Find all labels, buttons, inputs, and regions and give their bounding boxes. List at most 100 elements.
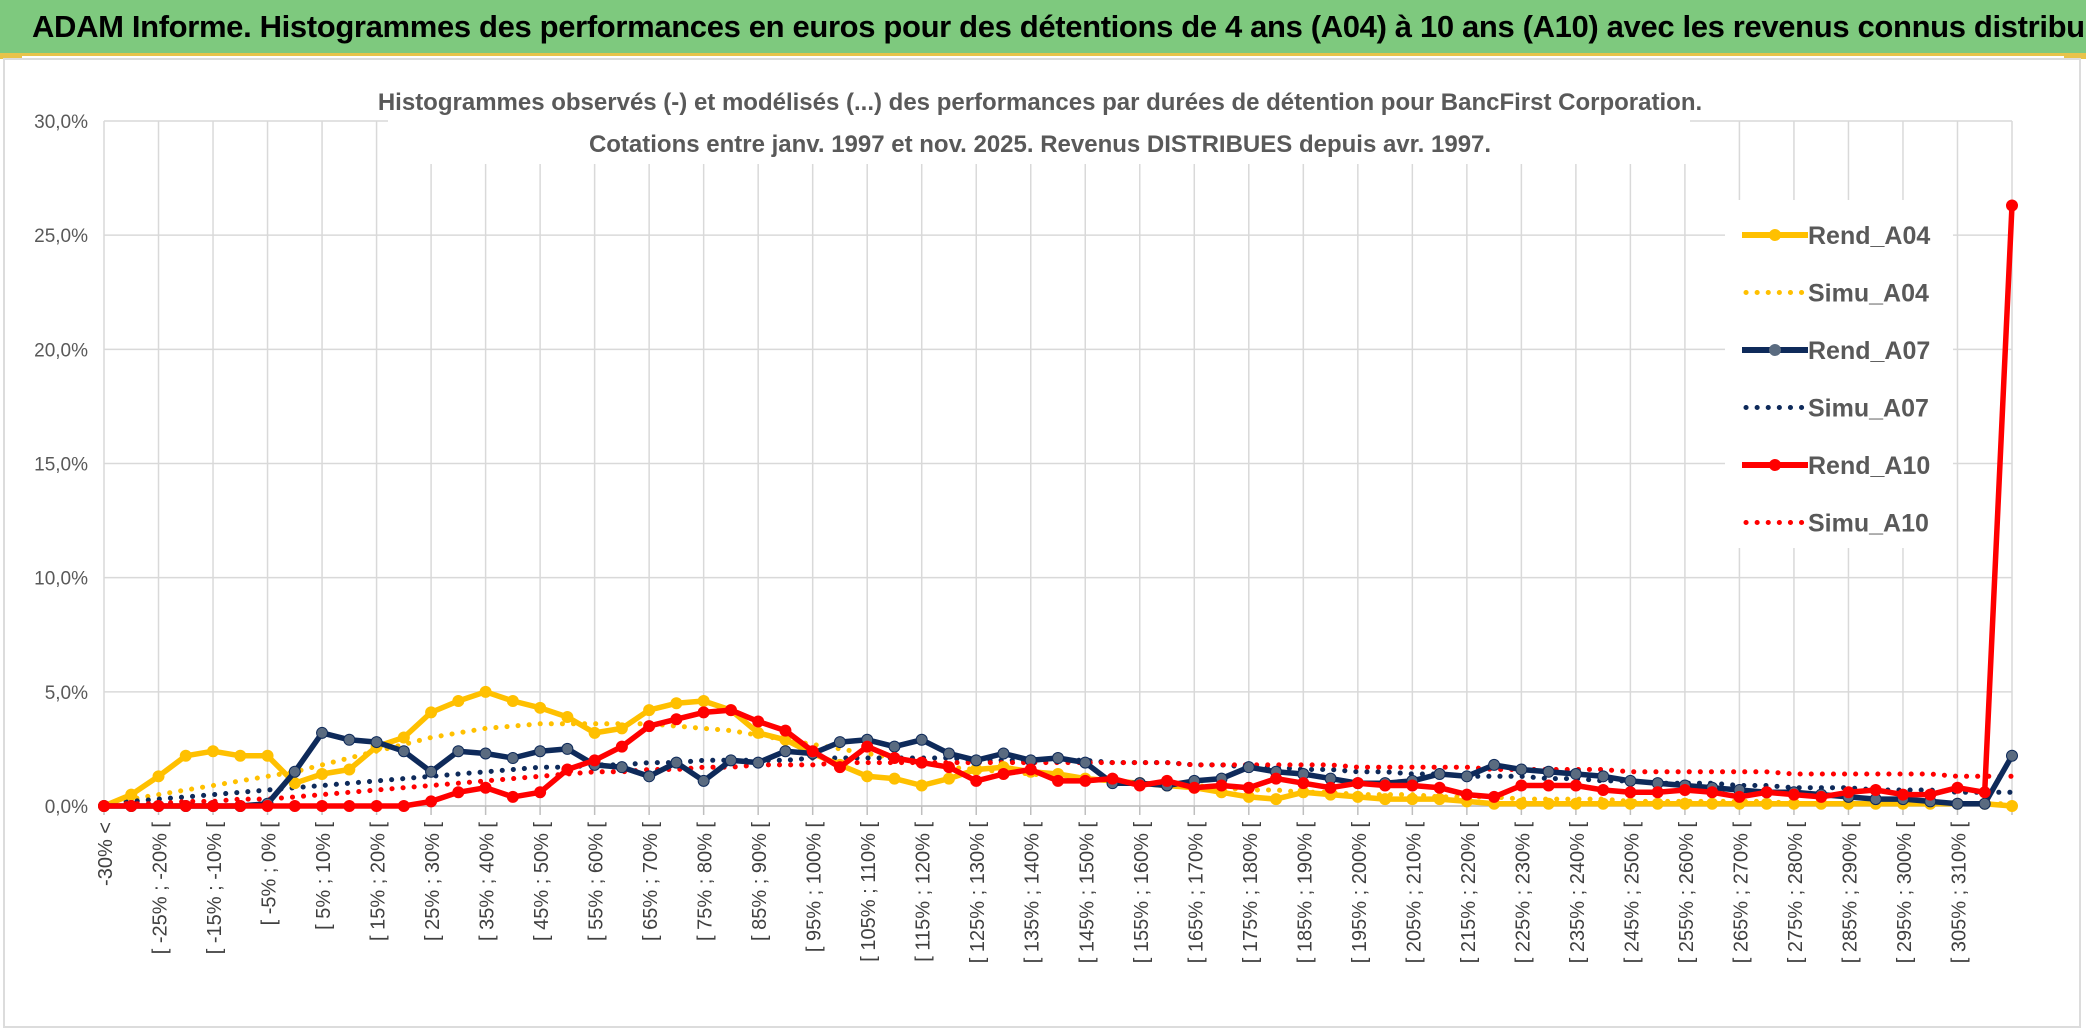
data-point [1406, 779, 1419, 792]
data-point [724, 754, 737, 767]
legend-label: Simu_A07 [1808, 395, 1929, 423]
data-point [1760, 786, 1773, 799]
data-point [915, 733, 928, 746]
data-point [479, 781, 492, 794]
data-point [615, 722, 628, 735]
legend-box [1725, 200, 1953, 548]
data-point [1678, 797, 1691, 810]
data-point [588, 726, 601, 739]
data-point [643, 770, 656, 783]
data-point [506, 790, 519, 803]
data-point [425, 706, 438, 719]
x-tick-label: [ -15% ; -10% [ [204, 822, 226, 955]
data-point [1270, 793, 1283, 806]
y-tick-label: 20,0% [34, 340, 88, 361]
data-point [915, 779, 928, 792]
data-point [1869, 784, 1882, 797]
x-tick-label: [ 185% ; 190% [ [1294, 822, 1316, 964]
data-point [1515, 763, 1528, 776]
data-point [452, 786, 465, 799]
data-point [670, 713, 683, 726]
x-tick-label: [ 65% ; 70% [ [640, 822, 662, 941]
data-point [1324, 781, 1337, 794]
data-point [1297, 777, 1310, 790]
series-lines [98, 199, 2018, 812]
data-point [370, 800, 383, 812]
x-tick-label: [ 245% ; 250% [ [1621, 822, 1643, 964]
data-point [125, 800, 138, 812]
data-point [697, 774, 710, 787]
data-point [1760, 797, 1773, 810]
data-point [343, 800, 356, 812]
x-tick-label: [ 155% ; 160% [ [1131, 822, 1153, 964]
x-tick-label: [ 145% ; 150% [ [1076, 822, 1098, 964]
data-point [643, 720, 656, 733]
data-point [506, 694, 519, 707]
data-point [1488, 758, 1501, 771]
data-point [234, 800, 247, 812]
x-tick-label: [ 265% ; 270% [ [1730, 822, 1752, 964]
data-point [1079, 774, 1092, 787]
x-tick-label: [ 215% ; 220% [ [1458, 822, 1480, 964]
data-point [615, 740, 628, 753]
frame-corner-mark [2064, 54, 2086, 59]
data-point [397, 800, 410, 812]
x-tick-label: [ 285% ; 290% [ [1839, 822, 1861, 964]
data-point [316, 800, 329, 812]
data-point [1569, 768, 1582, 781]
data-point [724, 704, 737, 717]
data-point [1624, 774, 1637, 787]
data-point [1133, 779, 1146, 792]
data-point [1651, 797, 1664, 810]
data-point [1351, 777, 1364, 790]
x-tick-labels: -30% < [ -25% ; -20% [[ -15% ; -10% [[ -5… [95, 822, 1970, 964]
legend: Rend_A04 Simu_A04 Rend_A07 Simu_A07 Rend_A10… [1742, 222, 1930, 538]
x-tick-label: [ 45% ; 50% [ [531, 822, 553, 941]
x-tick-label: -30% < [95, 822, 117, 886]
data-point [1569, 779, 1582, 792]
x-tick-label: [ 135% ; 140% [ [1022, 822, 1044, 964]
data-point [425, 795, 438, 808]
data-point [1242, 761, 1255, 774]
data-point [1951, 797, 1964, 810]
data-point [125, 788, 138, 801]
data-point [1433, 781, 1446, 794]
legend-item-Simu_A07: Simu_A07 [1743, 395, 1929, 423]
x-tick-label: [ 165% ; 170% [ [1185, 822, 1207, 964]
data-point [1651, 786, 1664, 799]
data-point [561, 742, 574, 755]
data-point [2006, 749, 2018, 762]
legend-item-Rend_A04: Rend_A04 [1742, 222, 1930, 250]
x-tick-label: [ 235% ; 240% [ [1567, 822, 1589, 964]
legend-marker [1769, 459, 1781, 471]
legend-label: Rend_A07 [1808, 337, 1930, 365]
legend-label: Simu_A10 [1808, 510, 1929, 538]
data-point [1433, 793, 1446, 806]
y-tick-label: 10,0% [34, 569, 88, 590]
x-tick-label: [ 85% ; 90% [ [749, 822, 771, 941]
data-point [1433, 768, 1446, 781]
data-point [1706, 797, 1719, 810]
data-point [343, 733, 356, 746]
data-point [1924, 788, 1937, 801]
data-point [1215, 779, 1228, 792]
data-point [1542, 765, 1555, 778]
data-point [1488, 790, 1501, 803]
data-point [261, 800, 274, 812]
data-point [534, 745, 547, 758]
data-point [697, 706, 710, 719]
y-tick-label: 25,0% [34, 226, 88, 247]
data-point [343, 763, 356, 776]
data-point [561, 710, 574, 723]
data-point [397, 731, 410, 744]
data-point [1815, 790, 1828, 803]
data-point [1842, 786, 1855, 799]
x-tick-label: [ 115% ; 120% [ [913, 822, 935, 962]
data-point [1624, 797, 1637, 810]
data-point [833, 761, 846, 774]
x-tick-label: [ 75% ; 80% [ [695, 822, 717, 941]
legend-label: Rend_A04 [1808, 222, 1930, 250]
series-Rend_A04 [98, 685, 2018, 812]
x-tick-label: [ 195% ; 200% [ [1349, 822, 1371, 964]
data-point [670, 756, 683, 769]
